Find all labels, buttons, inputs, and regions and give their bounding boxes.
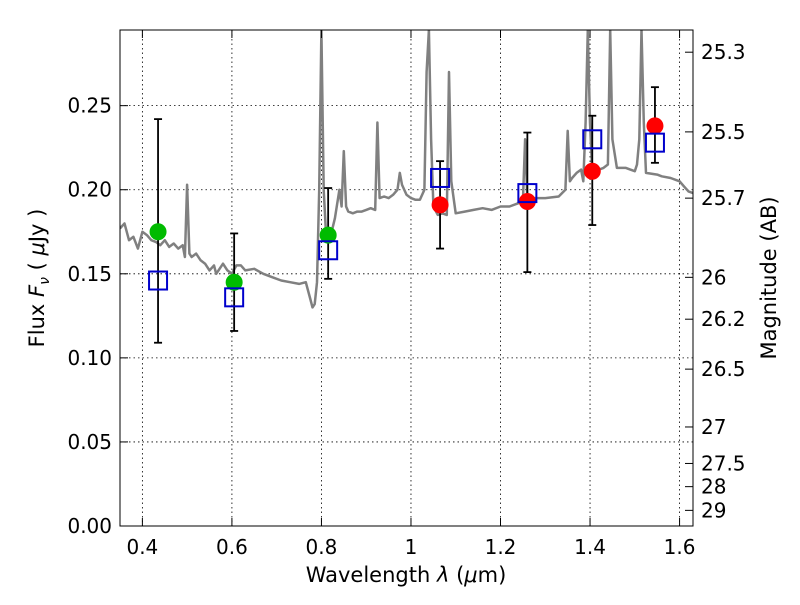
y2-tick-label: 25.7	[701, 186, 746, 210]
model-photometry-square	[644, 132, 665, 153]
model-photometry-square	[224, 287, 245, 308]
x-tick-label: 1	[405, 535, 418, 559]
y-tick-label: 0.25	[67, 94, 112, 118]
red-point	[583, 162, 601, 180]
green-point	[319, 226, 337, 244]
green-point	[149, 223, 167, 241]
model-photometry-square	[318, 240, 339, 261]
y2-tick-label: 27	[701, 415, 726, 439]
green-point	[225, 273, 243, 291]
x-tick-label: 0.8	[306, 535, 338, 559]
y-tick-label: 0.00	[67, 514, 112, 538]
model-photometry-square	[582, 129, 603, 150]
y2-axis-label: Magnitude (AB)	[757, 196, 781, 359]
y2-tick-label: 26	[701, 265, 726, 289]
y2-tick-label: 25.5	[701, 120, 746, 144]
x-tick-label: 0.4	[126, 535, 158, 559]
y2-tick-label: 28	[701, 475, 726, 499]
plot-frame	[119, 29, 694, 527]
model-photometry-square	[517, 183, 538, 204]
model-photometry-square	[148, 270, 169, 291]
x-axis-label: Wavelength λ (μm)	[306, 563, 507, 587]
y-tick-label: 0.15	[67, 262, 112, 286]
x-tick-label: 1.2	[485, 535, 517, 559]
y2-tick-label: 27.5	[701, 451, 746, 475]
y2-tick-label: 29	[701, 498, 726, 522]
ticks: 0.4 0.6 0.8 1 1.2 1.4 1.6 0.00 0.05 0.10 0.15 0.20 0…	[67, 30, 746, 559]
model-photometry-square	[430, 167, 451, 188]
y-tick-label: 0.05	[67, 430, 112, 454]
red-point	[646, 117, 664, 135]
markers	[148, 117, 665, 308]
y2-tick-label: 26.5	[701, 357, 746, 381]
x-tick-label: 0.6	[216, 535, 248, 559]
y2-tick-label: 25.3	[701, 40, 746, 64]
y-tick-label: 0.20	[67, 178, 112, 202]
y2-tick-label: 26.2	[701, 307, 746, 331]
y-axis-label: Flux Fν ( μJy )	[25, 209, 53, 348]
y-tick-label: 0.10	[67, 346, 112, 370]
red-point	[431, 196, 449, 214]
x-tick-label: 1.4	[574, 535, 606, 559]
x-tick-label: 1.6	[664, 535, 696, 559]
